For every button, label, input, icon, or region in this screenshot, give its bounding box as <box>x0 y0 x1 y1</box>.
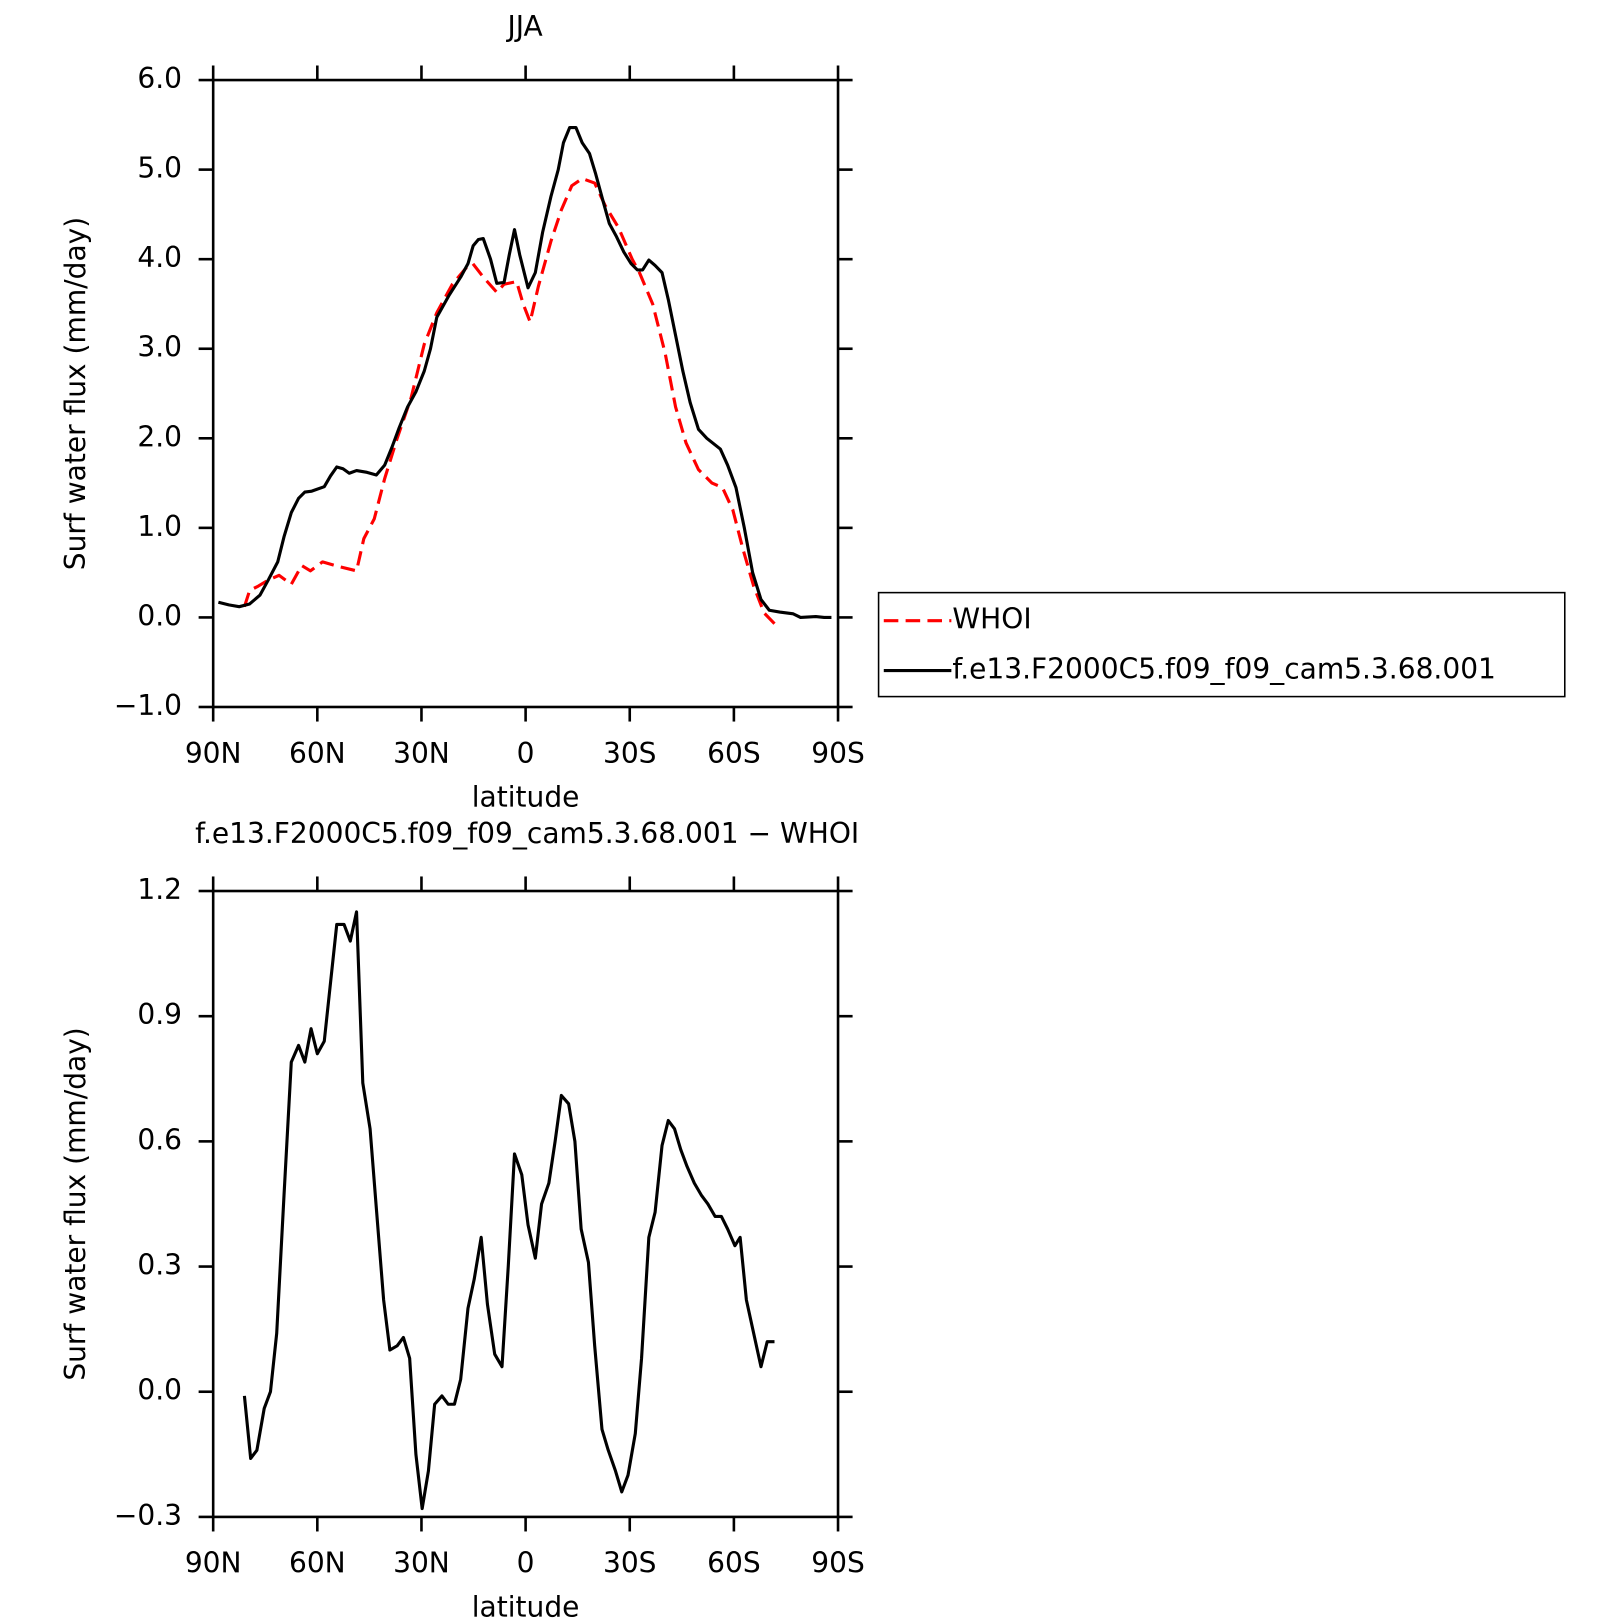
x-tick-label: 30S <box>603 1547 657 1580</box>
x-tick-label: 90S <box>811 1547 865 1580</box>
y-tick-label: 5.0 <box>137 152 182 185</box>
x-tick-label: 90N <box>185 737 242 770</box>
data-line <box>242 910 775 1511</box>
x-tick-label: 60N <box>289 1547 346 1580</box>
y-tick-label: 0.0 <box>137 1374 182 1407</box>
x-tick-label: 60S <box>707 737 761 770</box>
y-tick-label: −1.0 <box>114 689 182 722</box>
y-tick-label: 1.0 <box>137 510 182 543</box>
x-tick-label: 60N <box>289 737 346 770</box>
y-tick-label: 0.3 <box>137 1249 182 1282</box>
data-line <box>242 177 776 625</box>
legend-box <box>877 591 1566 698</box>
y-tick-label: 0.9 <box>137 998 182 1031</box>
x-tick-label: 90N <box>185 1547 242 1580</box>
x-tick-label: 60S <box>707 1547 761 1580</box>
y-tick-label: 0.0 <box>137 599 182 632</box>
legend-label: WHOI <box>952 603 1031 636</box>
x-axis-label: latitude <box>472 780 580 813</box>
chart-title: JJA <box>505 10 542 43</box>
data-line <box>217 125 832 619</box>
y-tick-label: 2.0 <box>137 420 182 453</box>
y-tick-label: 4.0 <box>137 241 182 274</box>
y-axis-label: Surf water flux (mm/day) <box>59 1027 92 1380</box>
plot-frame <box>211 78 840 709</box>
x-tick-label: 90S <box>811 737 865 770</box>
x-tick-label: 0 <box>517 737 535 770</box>
x-tick-label: 30S <box>603 737 657 770</box>
y-tick-label: 6.0 <box>137 62 182 95</box>
x-tick-label: 30N <box>393 1547 450 1580</box>
x-tick-label: 0 <box>517 1547 535 1580</box>
x-axis-label: latitude <box>472 1590 580 1623</box>
x-tick-label: 30N <box>393 737 450 770</box>
legend-label: f.e13.F2000C5.f09_f09_cam5.3.68.001 <box>952 653 1496 686</box>
y-tick-label: 3.0 <box>137 331 182 364</box>
y-tick-label: 1.2 <box>137 873 182 906</box>
y-tick-label: 0.6 <box>137 1123 182 1156</box>
y-axis-label: Surf water flux (mm/day) <box>59 217 92 570</box>
chart-title: f.e13.F2000C5.f09_f09_cam5.3.68.001 − WH… <box>195 817 859 850</box>
y-tick-label: −0.3 <box>114 1499 182 1532</box>
